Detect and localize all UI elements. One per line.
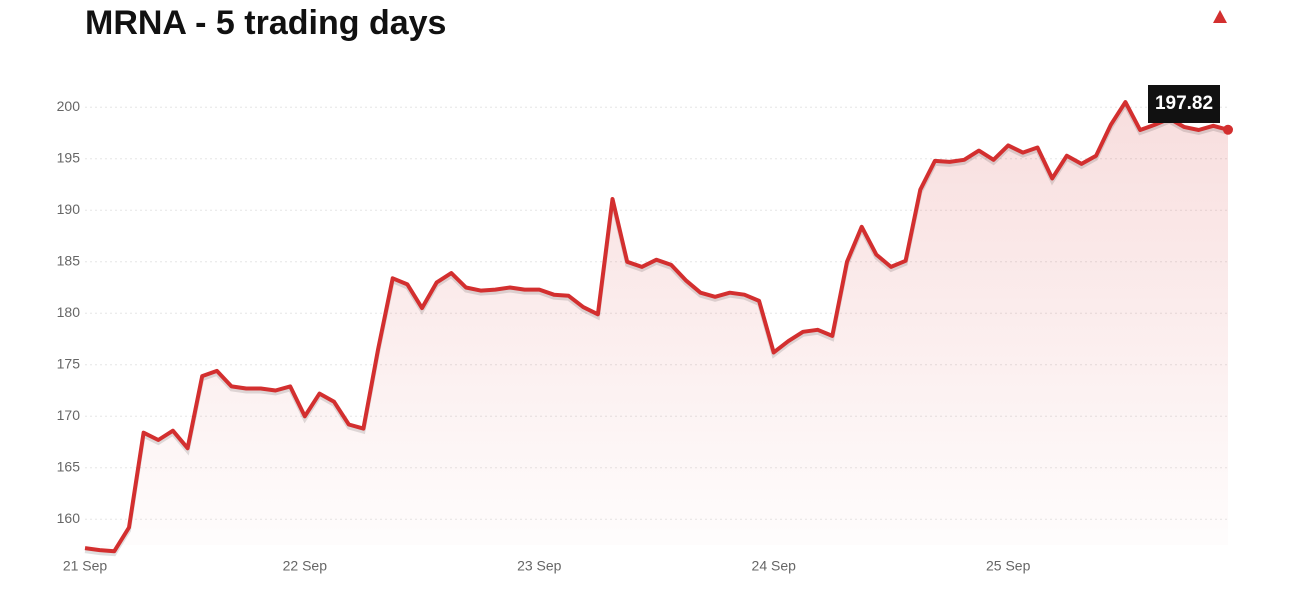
line bbox=[84, 100, 1229, 554]
y-tick-label: 175 bbox=[57, 355, 81, 371]
chart-title: MRNA - 5 trading days bbox=[85, 4, 446, 42]
x-tick-label: 22 Sep bbox=[283, 558, 328, 574]
y-tick-label: 165 bbox=[57, 458, 81, 474]
price-label-box bbox=[1148, 85, 1220, 123]
price-label: 197.82 bbox=[1155, 93, 1213, 114]
y-tick-label: 190 bbox=[57, 201, 81, 217]
x-tick-label: 25 Sep bbox=[986, 558, 1031, 574]
last-point bbox=[1223, 124, 1233, 135]
y-tick-label: 160 bbox=[57, 510, 81, 526]
area bbox=[85, 102, 1228, 552]
y-tick-label: 195 bbox=[57, 149, 81, 165]
trend-indicator bbox=[1213, 10, 1227, 23]
x-tick-label: 21 Sep bbox=[63, 558, 108, 574]
y-tick-label: 200 bbox=[57, 98, 81, 114]
y-tick-label: 170 bbox=[57, 407, 81, 423]
x-tick-label: 24 Sep bbox=[752, 558, 797, 574]
y-tick-label: 180 bbox=[57, 304, 81, 320]
x-tick-label: 23 Sep bbox=[517, 558, 562, 574]
y-tick-label: 185 bbox=[57, 252, 81, 268]
